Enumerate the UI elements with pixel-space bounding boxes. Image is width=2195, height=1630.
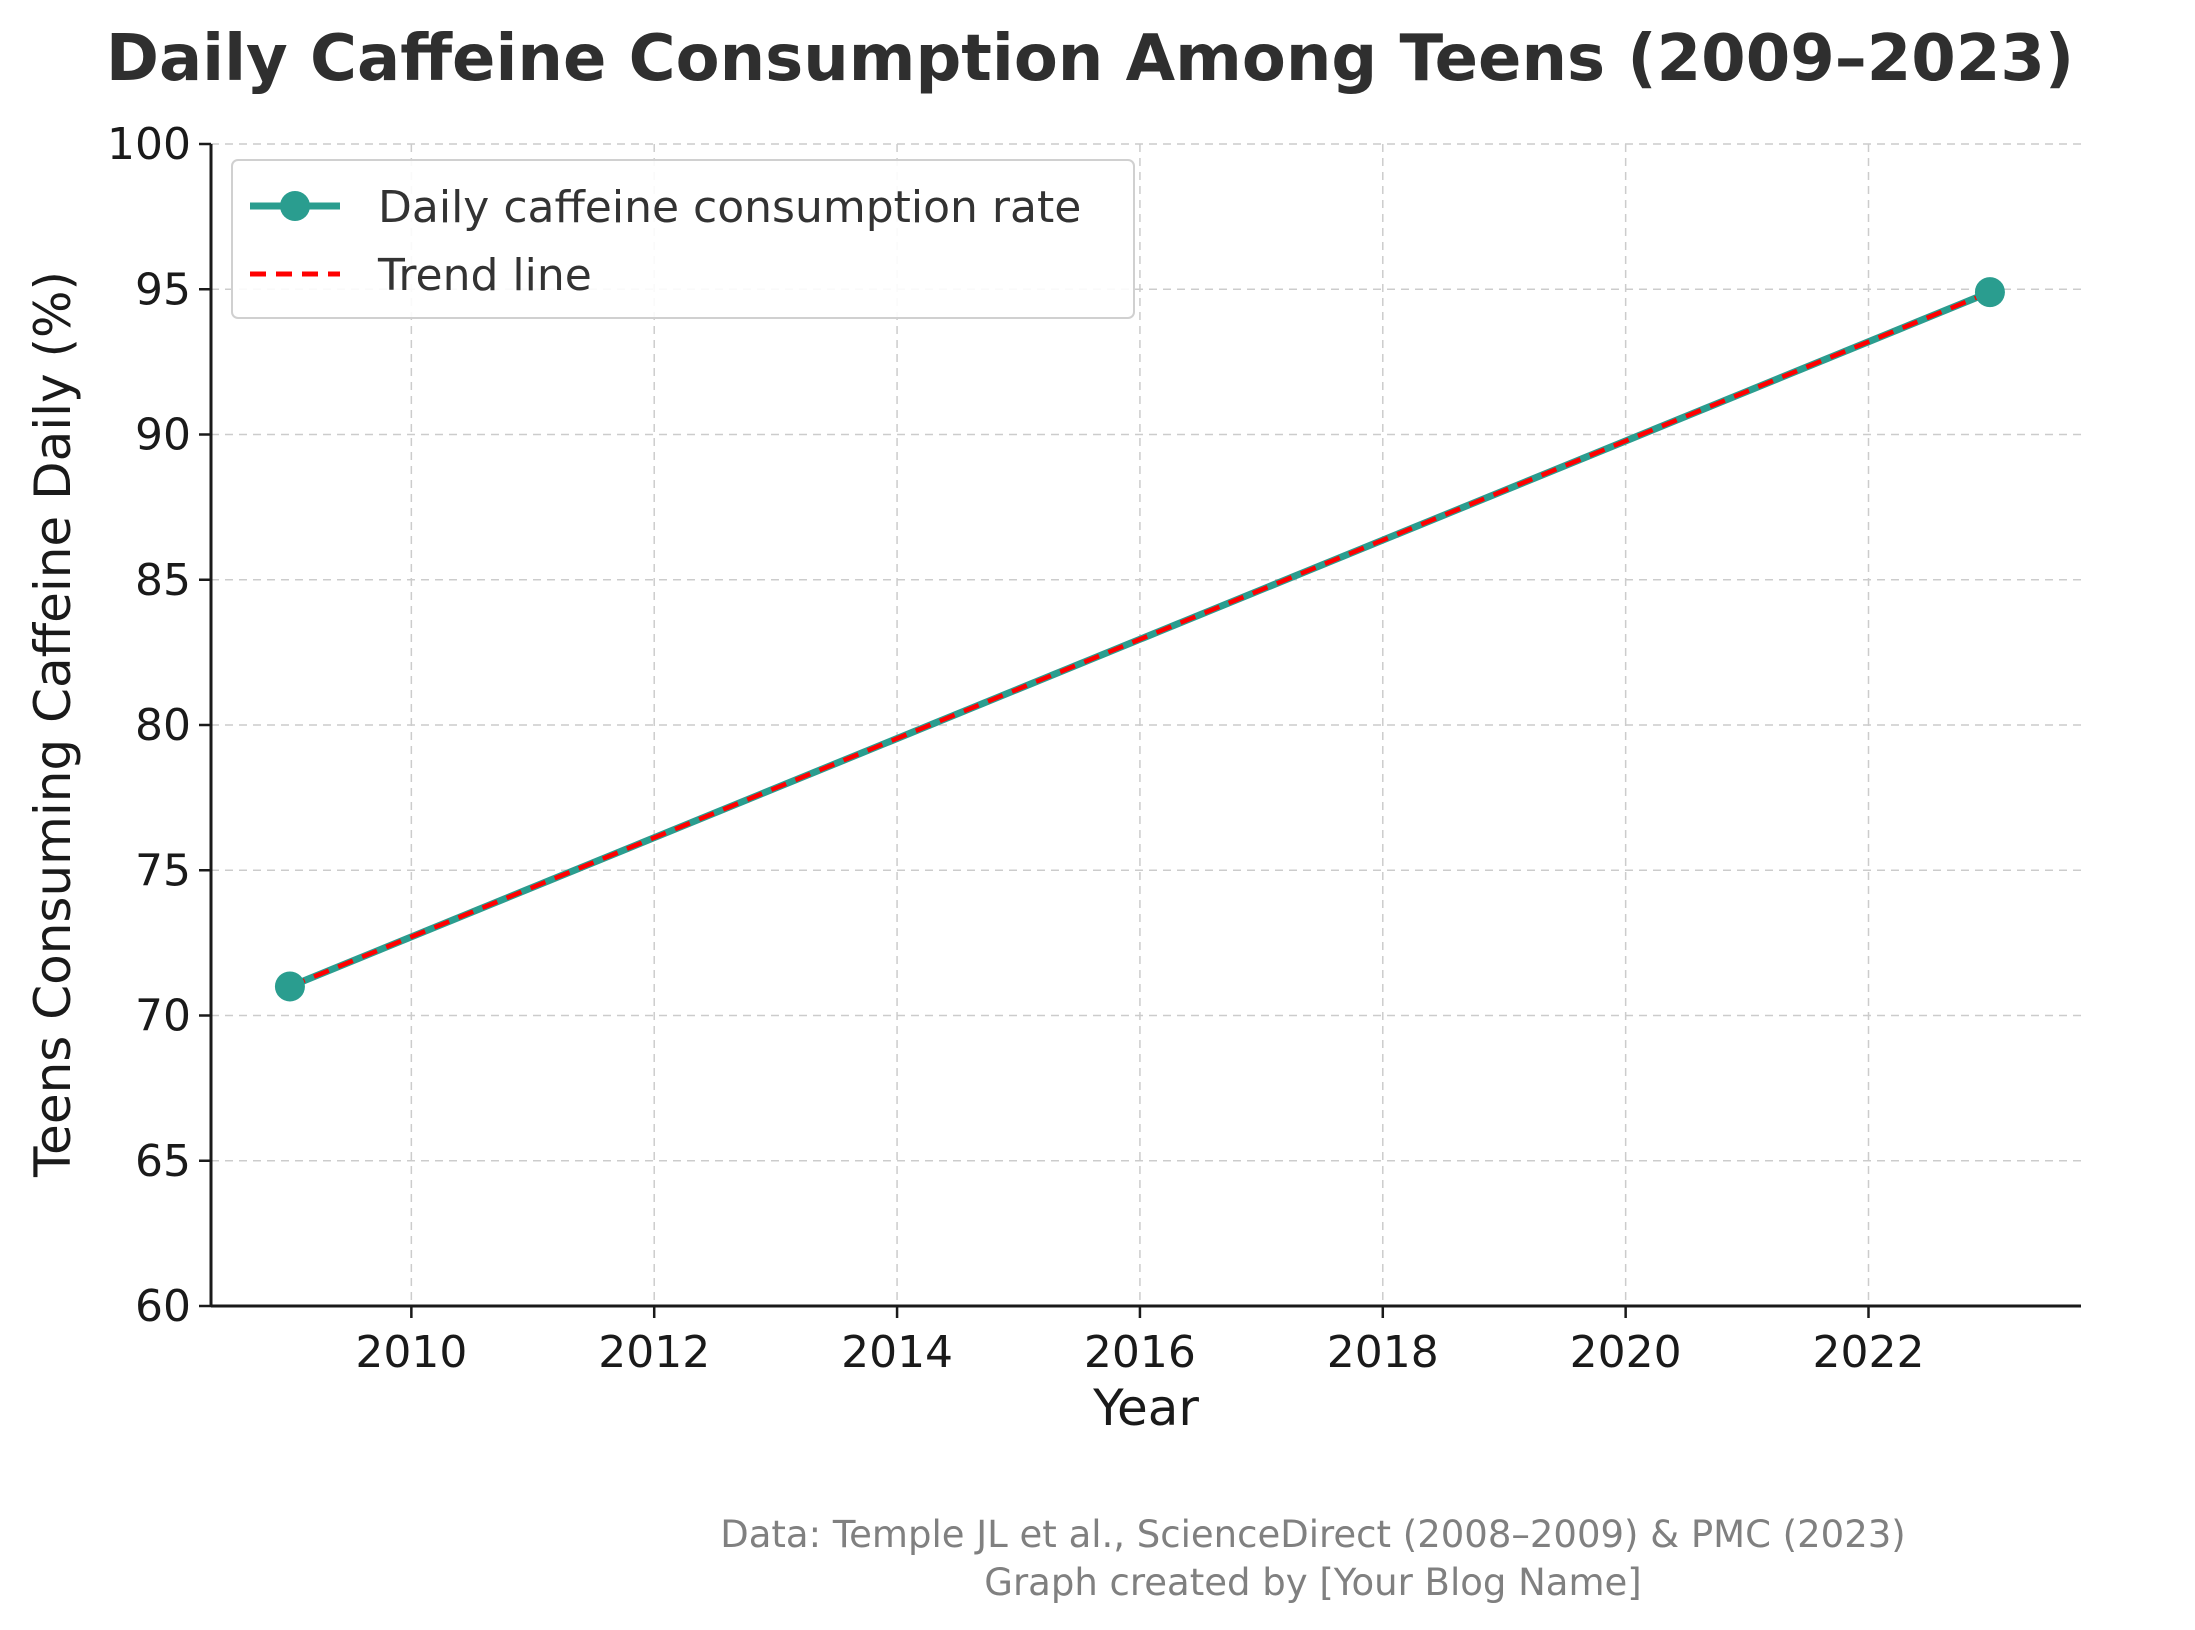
y-tick-label-85: 85 [135, 555, 191, 606]
legend-label-trend-line: Trend line [377, 250, 592, 301]
y-tick-label-65: 65 [135, 1136, 191, 1187]
credit-note: Graph created by [Your Blog Name] [984, 1561, 1641, 1604]
series-layer [274, 277, 2005, 1002]
legend-frame [231, 159, 1135, 319]
chart-title: Daily Caffeine Consumption Among Teens (… [106, 22, 2074, 96]
source-note: Data: Temple JL et al., ScienceDirect (2… [720, 1513, 1905, 1556]
y-tick-label-95: 95 [135, 264, 191, 315]
x-tick-label-2014: 2014 [841, 1327, 953, 1378]
x-tick-label-2018: 2018 [1327, 1327, 1439, 1378]
legend-label-consumption-rate: Daily caffeine consumption rate [378, 182, 1081, 233]
y-tick-label-90: 90 [135, 410, 191, 461]
data-point-2009 [274, 971, 305, 1002]
y-axis-label: Teens Consuming Caffeine Daily (%) [24, 271, 82, 1178]
y-tick-label-100: 100 [107, 119, 191, 170]
y-tick-label-75: 75 [135, 845, 191, 896]
y-tick-label-60: 60 [135, 1281, 191, 1332]
legend-marker-consumption-rate [280, 191, 310, 221]
x-tick-label-2012: 2012 [598, 1327, 710, 1378]
data-point-2023 [1974, 277, 2005, 308]
legend: Daily caffeine consumption rate Trend li… [231, 159, 1135, 319]
y-tick-label-70: 70 [135, 991, 191, 1042]
ticks-layer: 2010 2012 2014 2016 2018 2020 2022 60 65 70 75 80 85… [107, 119, 1924, 1378]
x-tick-label-2022: 2022 [1813, 1327, 1925, 1378]
x-axis-label: Year [1092, 1379, 1199, 1437]
x-tick-label-2016: 2016 [1084, 1327, 1196, 1378]
x-tick-label-2010: 2010 [355, 1327, 467, 1378]
series-line-trend [289, 290, 1991, 989]
y-tick-label-80: 80 [135, 700, 191, 751]
x-tick-label-2020: 2020 [1570, 1327, 1682, 1378]
